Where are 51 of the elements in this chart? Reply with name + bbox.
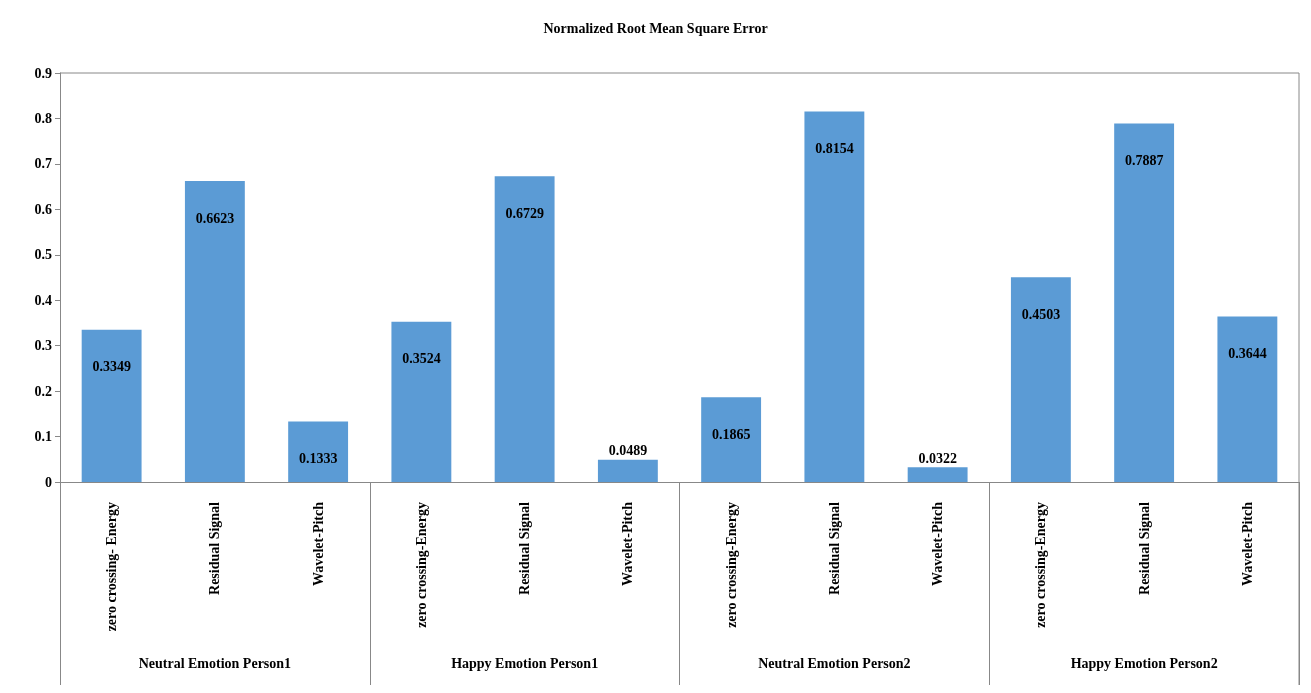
text: Neutral Emotion Person2 — [758, 655, 911, 671]
x-tick-label: Residual Signal — [207, 501, 223, 595]
y-tick-label: 0.4 — [34, 292, 52, 308]
y-tick-label: 0.6 — [34, 201, 52, 217]
y-tick-label: 0.5 — [34, 247, 52, 263]
bar — [184, 181, 245, 482]
y-tick-label: 0.8 — [34, 110, 52, 126]
data-label: 0.3644 — [1228, 345, 1267, 361]
bar — [288, 421, 349, 482]
bar — [81, 329, 142, 482]
y-tick-label: 0.7 — [34, 156, 52, 172]
x-tick-label: zero crossing-Energy — [723, 502, 739, 628]
x-tick-label: zero crossing- Energy — [104, 502, 120, 632]
bar — [804, 111, 865, 482]
bar — [1010, 277, 1071, 482]
x-tick-label: Wavelet-Pitch — [310, 501, 326, 586]
y-tick-label: 0 — [45, 474, 52, 490]
y-tick-label: 0.2 — [34, 383, 52, 399]
bar — [907, 467, 968, 482]
data-label: 0.1333 — [298, 450, 338, 466]
bar — [1217, 316, 1278, 482]
data-label: 0.0489 — [608, 443, 648, 459]
x-tick-label: Residual Signal — [517, 501, 533, 595]
text: Happy Emotion Person2 — [1070, 655, 1218, 671]
y-tick-label: 0.1 — [34, 429, 52, 445]
x-tick-label: zero crossing-Energy — [1033, 502, 1049, 628]
data-label: 0.1865 — [711, 426, 751, 442]
bar — [391, 321, 452, 482]
x-tick-label: Residual Signal — [826, 501, 842, 595]
data-label: 0.6623 — [195, 210, 235, 226]
y-tick-label: 0.3 — [34, 338, 52, 354]
bar — [597, 459, 658, 482]
x-tick-label: Wavelet-Pitch — [1239, 501, 1255, 586]
data-label: 0.7887 — [1124, 153, 1164, 169]
y-tick-label: 0.9 — [34, 65, 52, 81]
bar — [1114, 123, 1175, 482]
x-tick-label: zero crossing-Energy — [413, 502, 429, 628]
data-label: 0.8154 — [815, 140, 854, 156]
bar — [701, 397, 762, 482]
x-tick-label: Wavelet-Pitch — [620, 501, 636, 586]
data-label: 0.6729 — [505, 205, 544, 221]
x-tick-label: Residual Signal — [1136, 501, 1152, 595]
bar — [494, 176, 555, 482]
data-label: 0.0322 — [918, 450, 957, 466]
text: Happy Emotion Person1 — [451, 655, 599, 671]
data-label: 0.3349 — [92, 359, 131, 375]
chart-title: Normalized Root Mean Square Error — [543, 20, 768, 36]
data-label: 0.4503 — [1021, 306, 1061, 322]
data-label: 0.3524 — [402, 351, 441, 367]
x-tick-label: Wavelet-Pitch — [930, 501, 946, 586]
text: Neutral Emotion Person1 — [138, 655, 292, 671]
